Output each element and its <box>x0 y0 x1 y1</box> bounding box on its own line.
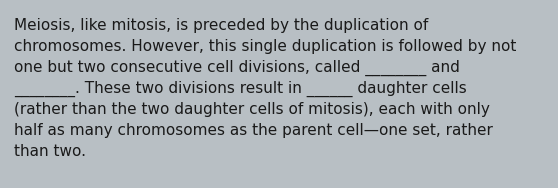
Text: Meiosis, like mitosis, is preceded by the duplication of: Meiosis, like mitosis, is preceded by th… <box>14 18 428 33</box>
Text: ________. These two divisions result in ______ daughter cells: ________. These two divisions result in … <box>14 81 466 97</box>
Text: half as many chromosomes as the parent cell—one set, rather: half as many chromosomes as the parent c… <box>14 123 493 138</box>
Text: chromosomes. However, this single duplication is followed by not: chromosomes. However, this single duplic… <box>14 39 516 54</box>
Text: than two.: than two. <box>14 144 86 159</box>
Text: (rather than the two daughter cells of mitosis), each with only: (rather than the two daughter cells of m… <box>14 102 490 117</box>
Text: one but two consecutive cell divisions, called ________ and: one but two consecutive cell divisions, … <box>14 60 460 76</box>
